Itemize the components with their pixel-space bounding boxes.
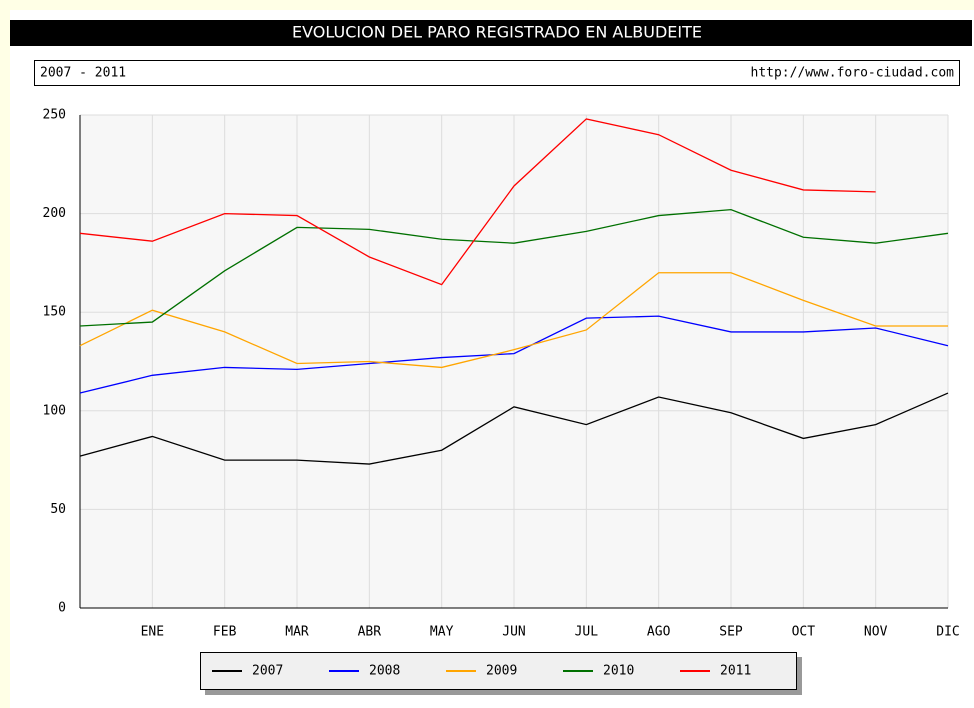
- y-tick-label: 250: [43, 108, 66, 123]
- title-bar: [10, 20, 972, 46]
- series-line: [79, 272, 948, 369]
- y-tick-label: 150: [43, 305, 66, 320]
- x-tick-label: MAY: [430, 625, 454, 640]
- x-tick-label: FEB: [213, 625, 237, 640]
- x-tick-label: JUL: [575, 625, 599, 640]
- x-tick-label: SEP: [719, 625, 743, 640]
- x-tick-label: NOV: [864, 625, 888, 640]
- legend-label: 2008: [369, 664, 400, 679]
- y-tick-label: 0: [58, 601, 66, 616]
- y-tick-label: 50: [50, 502, 66, 517]
- subtitle: 2007 - 2011: [40, 66, 126, 81]
- top-strip: [0, 0, 974, 10]
- x-tick-label: DIC: [936, 625, 959, 640]
- series-line: [79, 118, 876, 286]
- series-line: [79, 392, 949, 465]
- x-tick-label: MAR: [285, 625, 309, 640]
- x-tick-label: JUN: [502, 625, 525, 640]
- source: http://www.foro-ciudad.com: [751, 66, 955, 81]
- legend-label: 2010: [603, 664, 634, 679]
- x-tick-label: OCT: [792, 625, 816, 640]
- series-line: [79, 208, 949, 327]
- x-tick-label: ABR: [358, 625, 382, 640]
- series-line: [79, 315, 949, 394]
- x-tick-label: ENE: [141, 625, 164, 640]
- legend-label: 2011: [720, 664, 751, 679]
- legend-label: 2007: [252, 664, 283, 679]
- x-tick-label: AGO: [647, 625, 671, 640]
- y-tick-label: 100: [43, 403, 66, 418]
- subtitle-box: [34, 60, 960, 86]
- chart-title: EVOLUCION DEL PARO REGISTRADO EN ALBUDEI…: [292, 23, 702, 42]
- y-tick-label: 200: [43, 206, 66, 221]
- legend-label: 2009: [486, 664, 517, 679]
